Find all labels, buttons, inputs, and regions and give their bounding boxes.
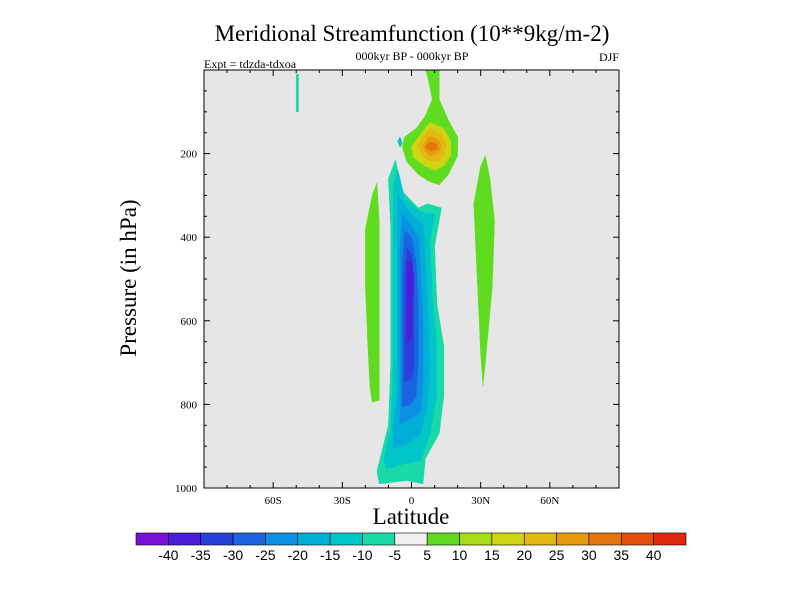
colorbar-swatch [491, 532, 525, 546]
colorbar-swatch [265, 532, 299, 546]
colorbar-swatch [588, 532, 622, 546]
chart-subtitle: 000kyr BP - 000kyr BP [356, 49, 469, 63]
colorbar-swatch [426, 532, 460, 546]
colorbar-swatch [653, 532, 687, 546]
x-axis-ticks: 60S 30S 0 30N 60N [226, 70, 597, 507]
contour-region-sh-negative-cell-core [406, 259, 415, 343]
colorbar-swatch [620, 532, 654, 546]
colorbar-label: -10 [352, 547, 372, 563]
colorbar: -40 -35 -30 -25 -20 -15 -10 -5 5 10 15 20 25 30 35 40 [135, 532, 687, 563]
colorbar-swatch [329, 532, 363, 546]
contour-region-tropopause-sliver [397, 136, 403, 148]
colorbar-swatch [459, 532, 493, 546]
chart-title: Meridional Streamfunction (10**9kg/m-2) [215, 21, 610, 46]
colorbar-label: 25 [549, 547, 565, 563]
colorbar-swatch [200, 532, 234, 546]
colorbar-label: -20 [288, 547, 308, 563]
x-tick-label: 60N [540, 495, 559, 507]
y-tick-label: 400 [181, 232, 198, 244]
colorbar-label: 40 [646, 547, 662, 563]
contour-fill-regions [295, 69, 495, 485]
contour-region-sh-positive-band [365, 182, 380, 403]
x-tick-label: 0 [409, 495, 415, 507]
colorbar-swatch [232, 532, 266, 546]
colorbar-label: -5 [389, 547, 402, 563]
contour-region-high-latitude-patch [295, 73, 299, 113]
colorbar-swatch [135, 532, 169, 546]
x-axis-label: Latitude [373, 504, 450, 529]
x-tick-label: 30S [334, 495, 351, 507]
colorbar-label: -25 [255, 547, 275, 563]
y-tick-label: 200 [181, 149, 198, 161]
y-tick-label: 800 [181, 399, 198, 411]
colorbar-label: -15 [320, 547, 340, 563]
colorbar-label: -40 [158, 547, 178, 563]
contour-region-upper-positive-cell-core [424, 141, 438, 152]
colorbar-swatch [394, 532, 428, 546]
colorbar-swatch [168, 532, 202, 546]
colorbar-swatch [556, 532, 590, 546]
colorbar-label: -35 [191, 547, 211, 563]
plot-area: 60S 30S 0 30N 60N 200 400 600 800 1000 [175, 69, 620, 507]
colorbar-swatch [362, 532, 396, 546]
right-annotation: DJF [599, 50, 619, 64]
x-tick-label: 30N [471, 495, 490, 507]
x-tick-label: 60S [265, 495, 282, 507]
colorbar-label: 10 [452, 547, 468, 563]
y-tick-label: 1000 [175, 483, 198, 495]
colorbar-label: 20 [516, 547, 532, 563]
contour-region-nh-positive-band [473, 154, 495, 386]
y-axis-label: Pressure (in hPa) [116, 199, 141, 356]
y-axis-ticks: 200 400 600 800 1000 [175, 90, 619, 495]
colorbar-label: 15 [484, 547, 500, 563]
left-annotation: Expt = tdzda-tdxoa [204, 57, 297, 71]
colorbar-label: 30 [581, 547, 597, 563]
colorbar-label: 35 [614, 547, 630, 563]
colorbar-label: 5 [423, 547, 431, 563]
y-tick-label: 600 [181, 316, 198, 328]
colorbar-label: -30 [223, 547, 243, 563]
colorbar-swatch [523, 532, 557, 546]
colorbar-swatch [297, 532, 331, 546]
